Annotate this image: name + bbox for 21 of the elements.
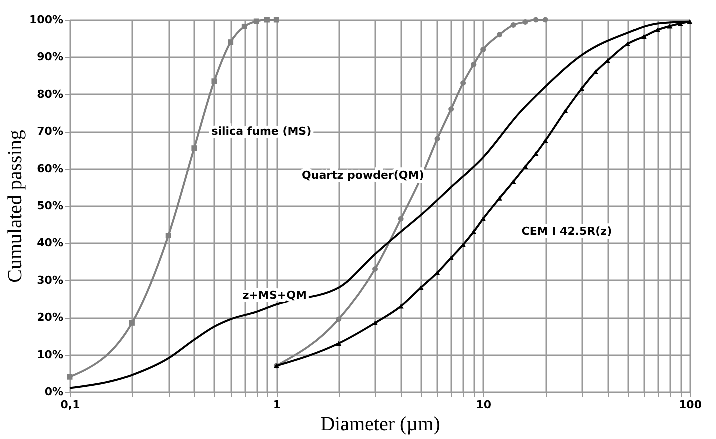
y-tick-label: 70% — [37, 125, 64, 138]
y-tick-label: 80% — [37, 88, 64, 101]
y-tick-label: 10% — [37, 348, 64, 362]
x-tick-label: 10 — [476, 398, 492, 412]
text: CEM I 42.5R(z) — [522, 225, 612, 238]
y-tick-label: 50% — [37, 200, 64, 212]
x-tick-label: 100 — [679, 398, 702, 412]
x-tick-label: 0,1 — [60, 398, 80, 412]
y-tick-label: 30% — [37, 274, 64, 287]
y-tick-label: 0% — [44, 386, 64, 398]
y-axis-title: Cumulated passing — [4, 130, 27, 283]
y-tick-label: 100% — [30, 14, 64, 26]
y-tick-label: 60% — [37, 162, 64, 176]
x-tick-label: 1 — [273, 398, 281, 412]
series-label: silica fume (MS) — [212, 125, 312, 138]
y-tick-label: 20% — [37, 311, 64, 324]
series-label: z+MS+QM — [242, 289, 307, 302]
series-label: Quartz powder(QM) — [302, 169, 424, 182]
y-tick-label: 40% — [37, 236, 64, 250]
x-axis-title: Diameter (µm) — [320, 414, 440, 436]
y-tick-label: 90% — [37, 50, 64, 64]
